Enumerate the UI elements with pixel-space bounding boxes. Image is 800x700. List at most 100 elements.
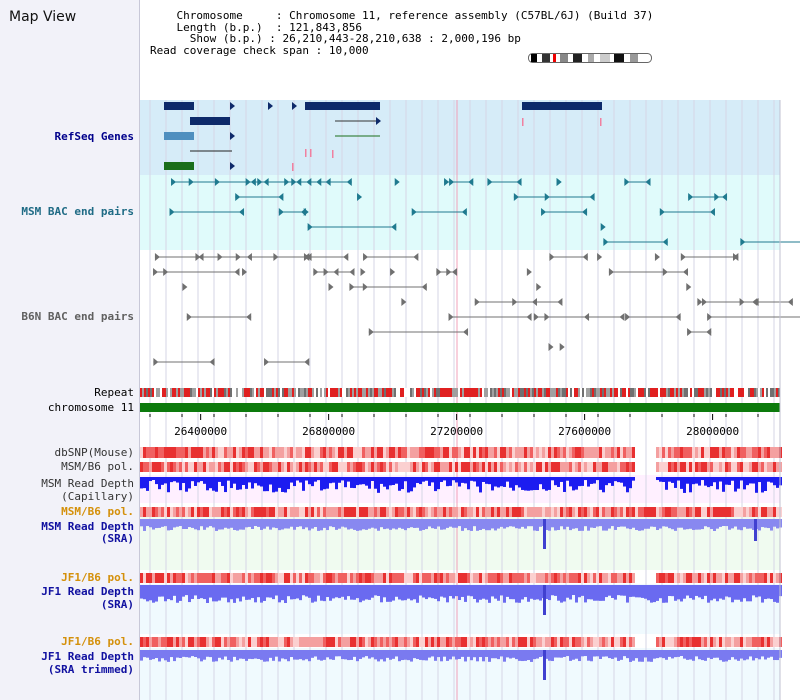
heat-cell <box>365 573 368 583</box>
heat-cell <box>572 637 575 647</box>
repeat-mark <box>264 388 266 397</box>
read-depth-bar <box>659 650 662 658</box>
read-depth-bar <box>188 477 191 489</box>
heat-cell <box>725 462 728 472</box>
msm-bac-pair-end <box>722 193 728 201</box>
heat-cell <box>758 573 761 583</box>
repeat-mark <box>632 388 634 397</box>
read-depth-bar <box>662 585 665 603</box>
read-depth-bar <box>287 585 290 597</box>
heat-cell <box>458 447 461 458</box>
heat-cell <box>287 462 290 472</box>
repeat-mark <box>718 388 720 397</box>
read-depth-bar <box>227 519 230 529</box>
refseq-gene <box>164 132 194 140</box>
read-depth-bar <box>545 650 548 659</box>
heat-cell <box>635 507 638 517</box>
repeat-mark <box>566 388 568 397</box>
repeat-mark <box>424 388 426 397</box>
read-depth-bar <box>632 585 635 597</box>
refseq-gene <box>305 102 380 110</box>
heat-cell <box>314 637 317 647</box>
repeat-mark <box>186 388 188 397</box>
read-depth-bar <box>428 477 431 486</box>
heat-cell <box>596 637 599 647</box>
heat-cell <box>596 462 599 472</box>
heat-cell <box>431 462 434 472</box>
repeat-mark <box>444 388 446 397</box>
read-depth-bar <box>731 519 734 529</box>
heat-cell <box>386 573 389 583</box>
read-depth-bar <box>338 477 341 483</box>
repeat-mark <box>730 388 732 397</box>
read-depth-bar <box>152 650 155 660</box>
read-depth-bar <box>752 585 755 596</box>
heat-cell <box>329 507 332 517</box>
read-depth-bar <box>581 519 584 531</box>
heat-cell <box>668 462 671 472</box>
repeat-mark <box>536 388 538 397</box>
read-depth-bar <box>350 477 353 488</box>
heat-cell <box>590 573 593 583</box>
read-depth-bar <box>395 585 398 597</box>
read-depth-bar <box>341 477 344 481</box>
heat-cell <box>428 507 431 517</box>
heat-cell <box>452 637 455 647</box>
heat-cell <box>323 507 326 517</box>
heat-cell <box>470 447 473 458</box>
repeat-mark <box>190 388 192 397</box>
heat-cell <box>245 447 248 458</box>
read-depth-bar <box>473 477 476 482</box>
read-depth-bar <box>266 585 269 598</box>
repeat-mark <box>486 388 488 397</box>
b6n-bac-pair-end <box>739 298 745 306</box>
heat-cell <box>689 507 692 517</box>
read-depth-bar <box>650 585 653 603</box>
b6n-bac-pair-end <box>209 358 215 366</box>
b6n-bac-pair-end <box>401 298 407 306</box>
repeat-mark <box>426 388 428 397</box>
heat-cell <box>500 507 503 517</box>
heat-cell <box>335 447 338 458</box>
read-depth-bar <box>242 477 245 486</box>
repeat-mark <box>724 388 726 397</box>
heat-cell <box>146 637 149 647</box>
read-depth-bar <box>758 519 761 531</box>
read-depth-bar <box>269 650 272 658</box>
heat-cell <box>719 507 722 517</box>
heat-cell <box>569 573 572 583</box>
read-depth-bar <box>173 519 176 528</box>
read-depth-bar <box>437 585 440 602</box>
chromosome-bar <box>140 403 780 412</box>
read-depth-bar <box>257 477 260 486</box>
chromosome-ideogram-icon[interactable] <box>528 53 652 63</box>
heat-cell <box>683 507 686 517</box>
read-depth-bar <box>590 477 593 484</box>
read-depth-bar <box>539 519 542 527</box>
read-depth-bar <box>605 585 608 598</box>
chromosome-value: Chromosome 11, reference assembly (C57BL… <box>289 9 654 22</box>
heat-cell <box>374 462 377 472</box>
heat-cell <box>671 507 674 517</box>
read-depth-bar <box>386 585 389 602</box>
read-depth-bar <box>467 585 470 596</box>
heat-cell <box>203 447 206 458</box>
read-depth-bar <box>530 650 533 662</box>
read-depth-bar <box>599 519 602 527</box>
heat-cell <box>611 507 614 517</box>
read-depth-bar <box>533 477 536 491</box>
read-depth-bar <box>554 519 557 531</box>
read-depth-bar <box>329 585 332 601</box>
read-depth-bar <box>512 650 515 658</box>
heat-cell <box>596 447 599 458</box>
heat-cell <box>167 462 170 472</box>
heat-cell <box>242 637 245 647</box>
heat-cell <box>578 447 581 458</box>
read-depth-bar <box>416 519 419 528</box>
heat-cell <box>182 462 185 472</box>
heat-cell <box>356 507 359 517</box>
read-depth-bar <box>485 650 488 657</box>
read-depth-bar <box>683 519 686 530</box>
read-depth-bar <box>674 519 677 531</box>
